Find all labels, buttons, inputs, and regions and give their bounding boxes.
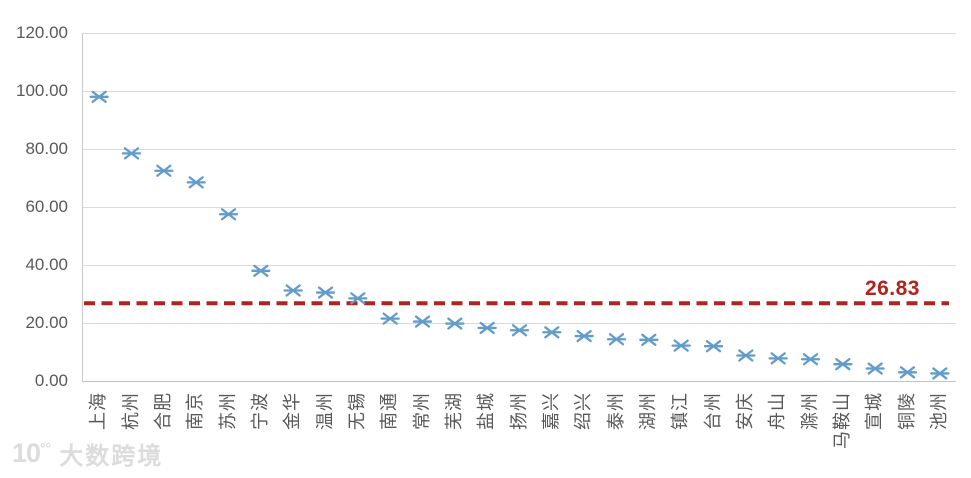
x-category-label: 无锡 [346, 392, 367, 430]
data-point-marker [736, 349, 756, 362]
data-point-marker [380, 312, 400, 325]
data-point-marker [477, 321, 497, 335]
x-category-label: 马鞍山 [831, 392, 852, 449]
data-point-marker [542, 326, 562, 339]
x-category-label: 苏州 [217, 392, 238, 430]
x-category-label: 铜陵 [896, 392, 917, 430]
x-category-label: 嘉兴 [540, 392, 561, 430]
reference-line-label: 26.83 [864, 277, 920, 301]
y-tick-label: 120.00 [16, 23, 68, 42]
data-point-marker [412, 315, 433, 328]
x-category-label: 安庆 [734, 392, 755, 430]
watermark-logo-icon: 10°° [12, 438, 52, 468]
data-point-marker [315, 286, 336, 299]
data-point-marker [509, 324, 530, 337]
y-tick-label: 60.00 [25, 197, 68, 216]
x-category-label: 南通 [379, 392, 400, 430]
y-tick-label: 40.00 [25, 255, 68, 274]
gridline [83, 33, 956, 34]
data-point-marker [186, 176, 206, 189]
data-point-marker [703, 340, 724, 353]
x-category-label: 杭州 [120, 392, 141, 430]
x-category-label: 上海 [88, 392, 109, 430]
x-category-label: 南京 [185, 392, 206, 430]
x-category-label: 泰州 [605, 392, 626, 430]
x-category-label: 宁波 [249, 392, 270, 430]
watermark: 10°° 大数跨境 [12, 436, 163, 471]
y-tick-label: 20.00 [25, 313, 68, 332]
data-point-marker [348, 292, 368, 305]
data-point-marker [574, 329, 594, 343]
x-category-label: 温州 [314, 392, 335, 430]
gridline [83, 91, 956, 92]
data-layer [84, 90, 950, 380]
data-point-marker [89, 90, 109, 103]
data-point-marker [671, 339, 691, 352]
data-point-marker [606, 333, 627, 346]
data-point-marker [768, 352, 788, 365]
y-tick-label: 0.00 [34, 371, 68, 390]
x-category-label: 台州 [702, 392, 723, 430]
x-category-label: 镇江 [670, 392, 691, 430]
x-category-label: 盐城 [476, 392, 497, 430]
y-tick-label: 80.00 [25, 139, 68, 158]
y-tick-label: 100.00 [16, 81, 68, 100]
data-point-marker [897, 366, 918, 379]
x-category-label: 芜湖 [443, 392, 464, 430]
x-category-label: 池州 [928, 392, 949, 430]
watermark-text: 大数跨境 [59, 443, 164, 470]
x-category-label: 湖州 [637, 392, 658, 430]
x-category-label: 滁州 [799, 392, 820, 430]
data-point-marker [154, 164, 174, 177]
x-category-label: 金华 [282, 392, 303, 430]
gridline [83, 207, 956, 208]
gridline [83, 149, 956, 150]
x-category-label: 宣城 [864, 392, 885, 430]
data-point-marker [833, 358, 853, 371]
x-category-label: 常州 [411, 392, 432, 430]
data-point-marker [121, 147, 142, 160]
x-category-label: 绍兴 [573, 392, 594, 430]
gridline [83, 265, 956, 266]
data-point-marker [218, 208, 239, 221]
plot-area [82, 33, 956, 382]
data-point-marker [639, 333, 659, 346]
data-point-marker [865, 362, 885, 375]
x-category-label: 扬州 [508, 392, 529, 430]
data-point-marker [930, 367, 950, 380]
data-point-marker [800, 353, 821, 366]
data-point-marker [445, 317, 465, 330]
x-category-label: 舟山 [767, 392, 788, 430]
gridline [83, 323, 956, 324]
x-category-label: 合肥 [152, 392, 173, 430]
data-point-marker [251, 264, 271, 277]
data-point-marker [283, 284, 303, 297]
